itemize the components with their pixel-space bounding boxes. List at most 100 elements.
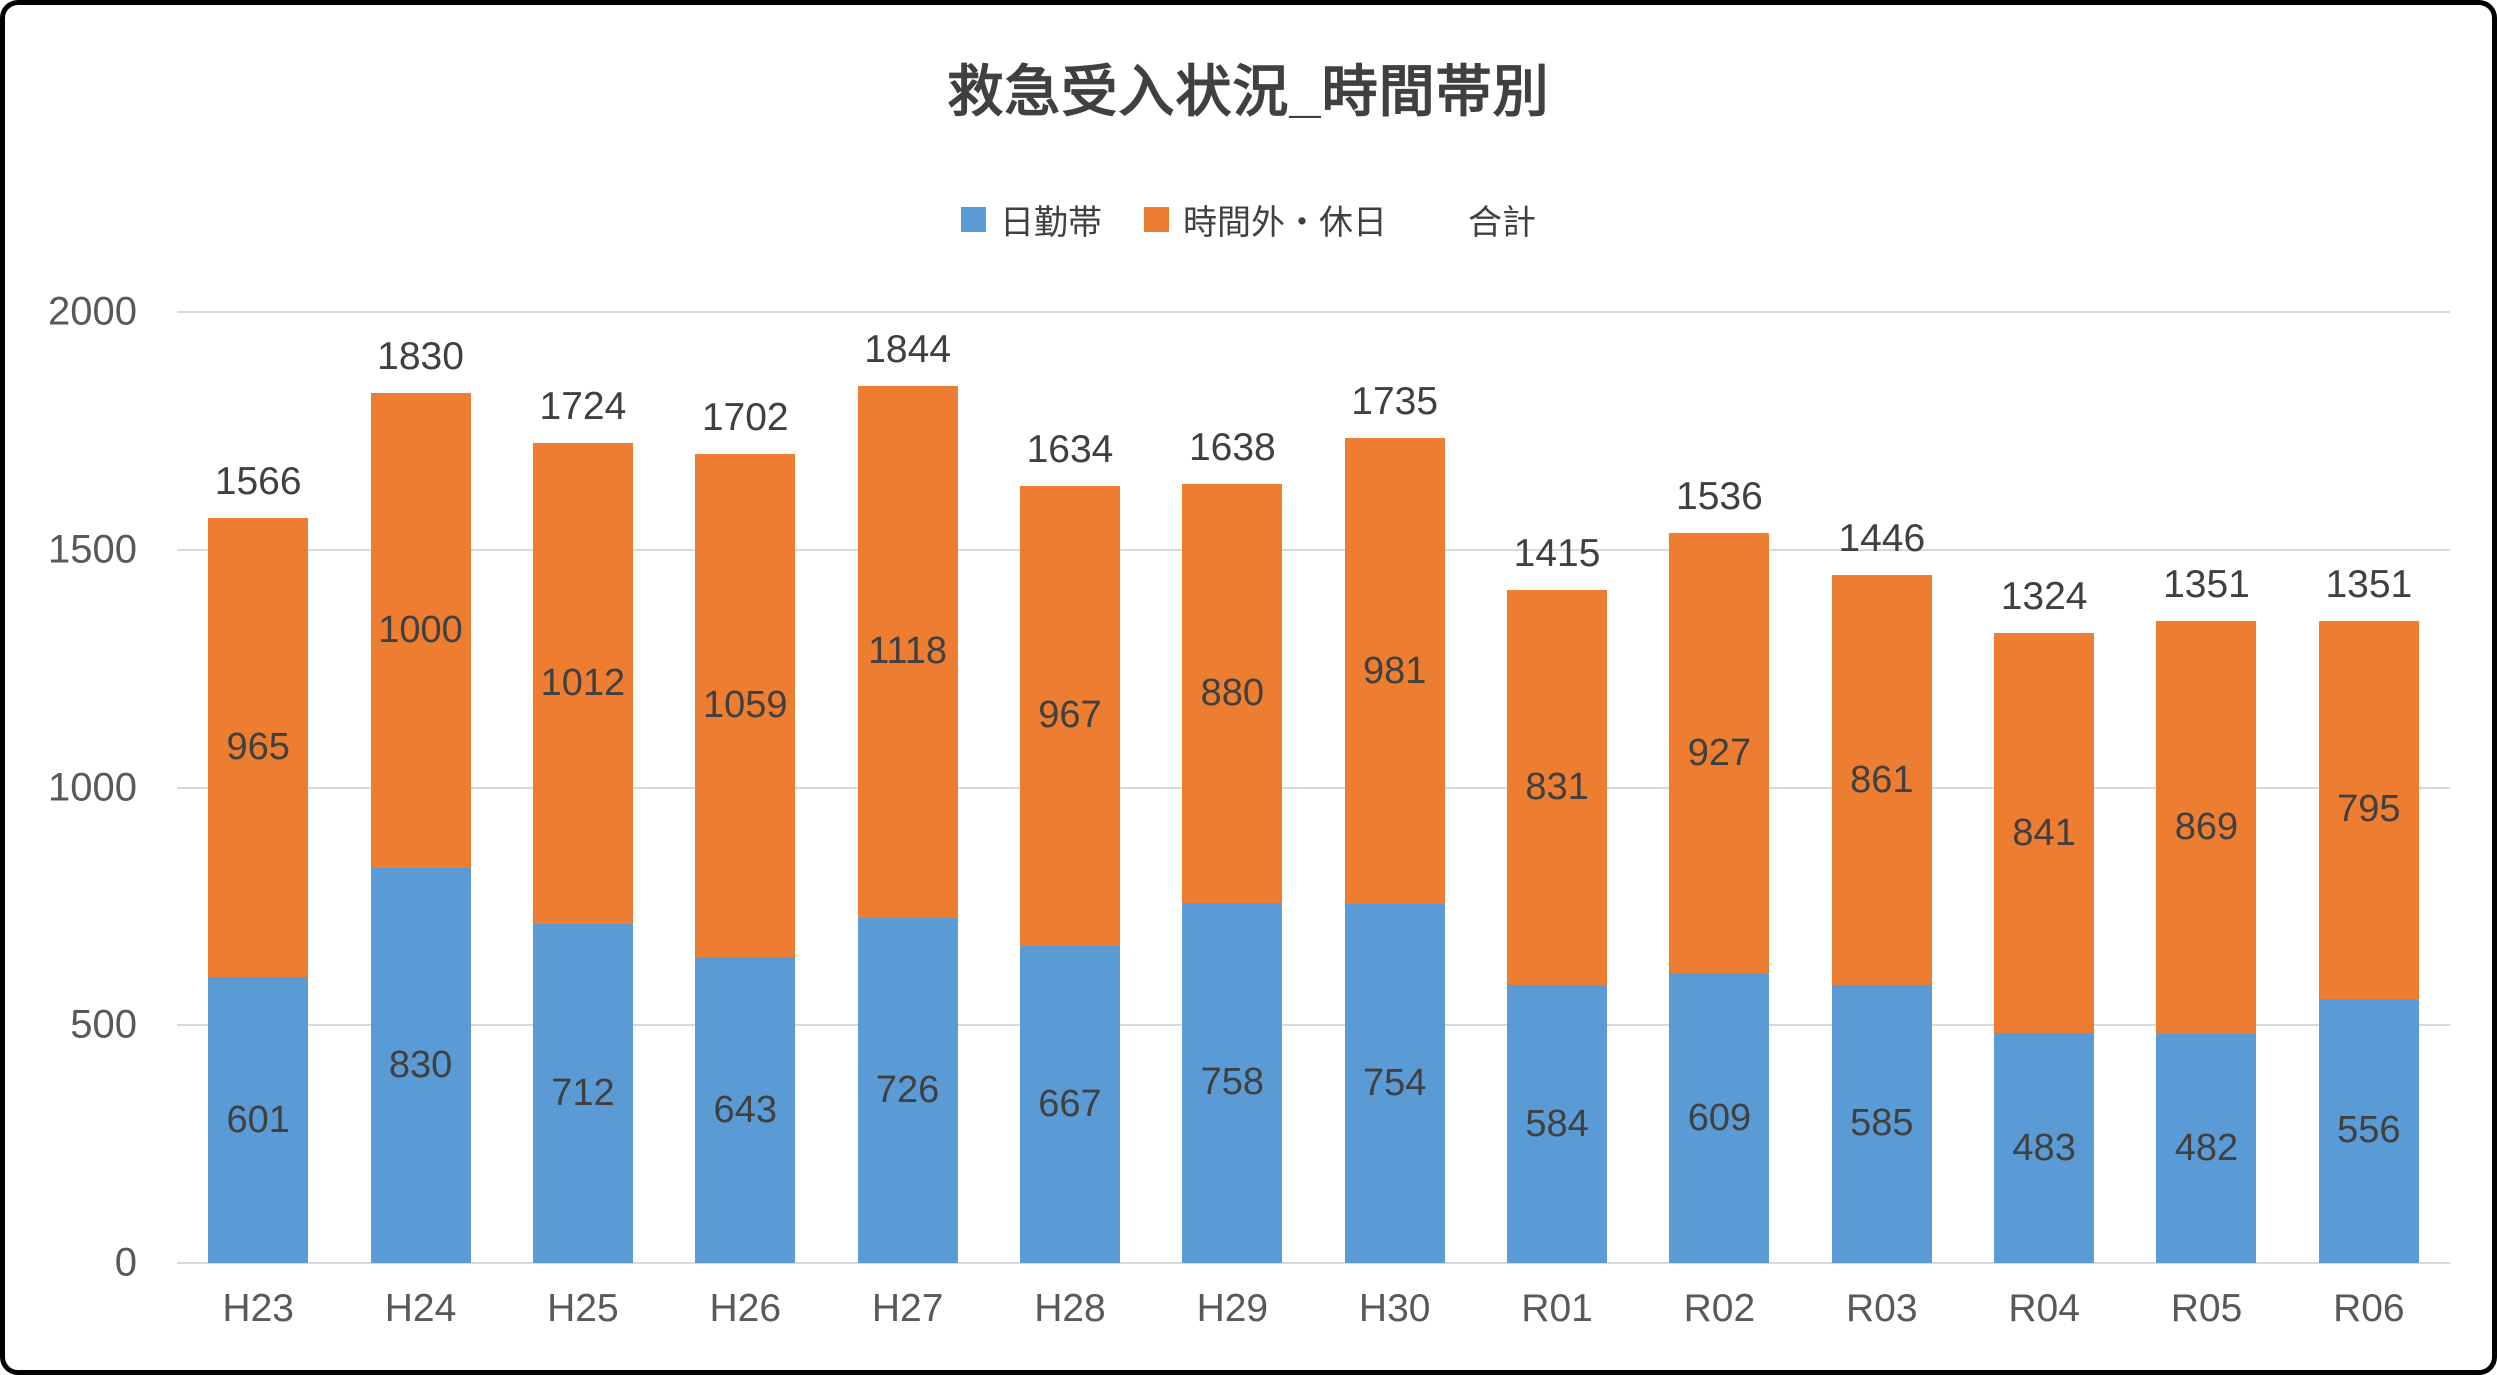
x-axis-label: H27 [871,1287,944,1330]
y-tick-label: 1500 [48,527,137,572]
bar-segment-dayshift: 609 [1669,973,1770,1263]
bar-segment-dayshift: 758 [1182,902,1283,1263]
bar-segment-overtime: 967 [1019,486,1120,946]
x-axis: H23 H24 H25 H26 H27 H28 H29 H30 R01 R02 R03 R04 R05 R… [177,1287,2450,1331]
bar-segment-dayshift: 601 [208,977,309,1263]
bar-segment-overtime: 965 [208,518,309,978]
bar-group: 1324 841 483 [1963,312,2125,1263]
total-legend-swatch-icon [1429,207,1454,232]
bar-stack: 1638 880 758 [1182,426,1283,1263]
bar-segment-dayshift: 726 [857,917,958,1263]
bar-stack: 1702 1059 643 [695,396,796,1263]
x-axis-label: R02 [1683,1287,1756,1330]
bar-segment-overtime: 1000 [370,392,471,869]
bar-stack: 1844 1118 726 [857,328,958,1263]
x-axis-label: H25 [547,1287,619,1330]
gridline [177,1262,2450,1264]
bar-segment-overtime: 981 [1344,438,1445,905]
bar-group: 1844 1118 726 [826,312,988,1263]
legend-label-total: 合計 [1468,204,1536,242]
plot-area: 1566 965 601 1830 1000 830 1724 1012 712 1702 1059… [177,311,2450,1264]
bar-group: 1415 831 584 [1476,312,1638,1263]
y-tick-label: 0 [114,1240,137,1285]
total-label: 1724 [539,385,627,429]
bar-segment-overtime: 927 [1669,532,1770,974]
bar-stack: 1536 927 609 [1669,475,1770,1263]
x-axis-label: R01 [1521,1287,1593,1330]
bar-segment-dayshift: 556 [2318,998,2419,1263]
total-label: 1844 [864,328,951,372]
overtime-legend-swatch-icon [1144,207,1169,232]
bar-group: 1638 880 758 [1151,312,1313,1263]
legend-label-dayshift: 日勤帯 [1000,204,1102,242]
bar-segment-dayshift: 585 [1831,984,1932,1263]
x-axis-label: R04 [2008,1287,2080,1330]
total-label: 1351 [2325,562,2413,606]
bar-group: 1634 967 667 [989,312,1151,1263]
total-label: 1735 [1351,380,1439,424]
bar-segment-overtime: 1118 [857,386,958,918]
total-label: 1566 [214,460,302,504]
bar-group: 1702 1059 643 [664,312,826,1263]
bar-segment-overtime: 880 [1182,484,1283,903]
bar-stack: 1566 965 601 [208,460,309,1263]
x-axis-label: H24 [384,1287,457,1330]
total-label: 1415 [1513,532,1601,576]
gridline [177,311,2450,313]
gridline [177,1024,2450,1027]
bar-segment-overtime: 1059 [695,453,796,958]
x-axis-label: R03 [1846,1287,1918,1330]
bar-group: 1830 1000 830 [339,312,501,1263]
x-axis-label: H29 [1196,1287,1269,1330]
bar-group: 1536 927 609 [1638,312,1800,1263]
gridline [177,548,2450,551]
bar-stack: 1351 795 556 [2318,563,2419,1263]
bar-group: 1446 861 585 [1801,312,1963,1263]
bar-segment-dayshift: 643 [695,957,796,1263]
legend-item-overtime: 時間外・休日 [1144,195,1387,244]
bar-stack: 1634 967 667 [1019,428,1120,1263]
x-axis-label: R06 [2333,1287,2405,1330]
bar-group: 1724 1012 712 [502,312,664,1263]
legend-item-dayshift: 日勤帯 [961,195,1102,244]
total-label: 1702 [701,395,789,439]
bar-stack: 1324 841 483 [1994,575,2095,1263]
y-tick-label: 1000 [48,765,137,809]
legend-item-total: 合計 [1429,195,1536,244]
total-label: 1324 [2000,575,2088,619]
bar-stack: 1415 831 584 [1507,532,1608,1263]
y-tick-label: 500 [70,1002,137,1047]
x-axis-label: H28 [1034,1287,1106,1330]
bar-segment-overtime: 831 [1507,590,1608,986]
bar-group: 1566 965 601 [177,312,339,1263]
total-label: 1536 [1676,474,1763,518]
legend-label-overtime: 時間外・休日 [1183,204,1387,242]
bar-segment-dayshift: 667 [1019,945,1120,1263]
bar-segment-overtime: 795 [2318,620,2419,999]
total-label: 1446 [1838,517,1926,561]
bar-segment-overtime: 861 [1831,575,1932,985]
bar-segment-dayshift: 830 [370,868,471,1263]
total-label: 1638 [1188,426,1276,470]
total-label: 1351 [2163,562,2250,606]
bar-stack: 1724 1012 712 [532,385,633,1263]
bar-stack: 1735 981 754 [1344,380,1445,1263]
y-axis: 0 500 1000 1500 2000 [25,290,137,1285]
plot-bars: 1566 965 601 1830 1000 830 1724 1012 712 1702 1059… [177,312,2450,1263]
bar-segment-dayshift: 754 [1344,904,1445,1263]
total-label: 1830 [377,334,464,378]
gridline [177,786,2450,789]
bar-segment-overtime: 841 [1994,633,2095,1034]
legend: 日勤帯 時間外・休日 合計 [5,195,2492,244]
bar-stack: 1446 861 585 [1831,517,1932,1263]
x-axis-label: H26 [709,1287,782,1330]
total-label: 1634 [1026,428,1114,472]
bar-segment-overtime: 1012 [532,443,633,925]
x-axis-label: R05 [2170,1287,2243,1330]
x-axis-label: H23 [222,1287,294,1330]
bar-group: 1351 869 482 [2125,312,2287,1263]
bar-stack: 1830 1000 830 [370,335,471,1263]
bar-group: 1735 981 754 [1314,312,1476,1263]
x-axis-label: H30 [1358,1287,1431,1330]
